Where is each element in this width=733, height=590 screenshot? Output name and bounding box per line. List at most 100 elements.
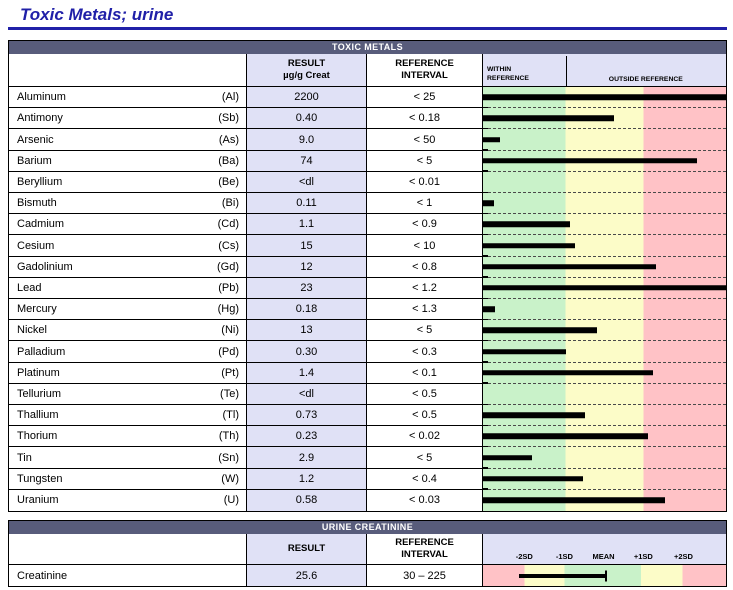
chart-cell <box>483 341 726 364</box>
reference-value: < 5 <box>367 447 483 469</box>
table-row: Cadmium (Cd) 1.1 < 0.9 <box>9 214 726 237</box>
table-row: Thallium (Tl) 0.73 < 0.5 <box>9 405 726 428</box>
metal-symbol: (W) <box>221 472 239 485</box>
metal-name-cell: Mercury (Hg) <box>9 299 247 321</box>
result-value: 1.1 <box>247 214 367 236</box>
result-value: <dl <box>247 171 367 194</box>
result-value: 1.2 <box>247 468 367 490</box>
chart-cell <box>483 489 726 512</box>
reference-value: < 1.2 <box>367 277 483 300</box>
metal-symbol: (Th) <box>218 430 239 443</box>
metal-name: Palladium <box>17 345 66 358</box>
table-row: Thorium (Th) 0.23 < 0.02 <box>9 426 726 449</box>
table-row: Barium (Ba) 74 < 5 <box>9 150 726 174</box>
result-bar-end-tick <box>604 570 608 581</box>
creat-header-cell-name <box>9 534 247 564</box>
result-bar <box>483 136 500 143</box>
metal-name: Arsenic <box>17 133 54 146</box>
metal-name-cell: Lead (Pb) <box>9 277 247 300</box>
result-bar <box>483 94 726 100</box>
reference-value: < 0.3 <box>367 341 483 363</box>
analyte-name-cell: Creatinine <box>9 565 247 586</box>
column-header-row: RESULT µg/g Creat REFERENCE INTERVAL WIT… <box>9 54 726 87</box>
table-row: Tellurium (Te) <dl < 0.5 <box>9 383 726 407</box>
reference-value: < 0.1 <box>367 362 483 384</box>
chart-cell <box>483 362 726 386</box>
chart-cell <box>483 405 726 428</box>
result-value: 0.73 <box>247 405 367 427</box>
chart-cell <box>483 320 726 343</box>
result-value: 13 <box>247 320 367 342</box>
result-bar <box>483 412 586 418</box>
table-row: Antimony (Sb) 0.40 < 0.18 <box>9 108 726 131</box>
metal-name-cell: Arsenic (As) <box>9 129 247 151</box>
chart-cell <box>483 214 726 237</box>
chart-header-divider <box>565 56 568 86</box>
chart-cell <box>483 193 726 216</box>
metal-symbol: (Cs) <box>218 239 239 252</box>
metal-symbol: (Ba) <box>218 154 239 167</box>
metal-name: Beryllium <box>17 175 63 188</box>
table-row: Lead (Pb) 23 < 1.2 <box>9 277 726 301</box>
outside-reference-label: OUTSIDE REFERENCE <box>608 76 683 83</box>
sd-label: MEAN <box>592 552 615 561</box>
result-bar <box>483 115 615 122</box>
section-header-urine-creatinine: URINE CREATININE <box>9 521 726 534</box>
chart-cell <box>483 299 726 322</box>
result-value: <dl <box>247 383 367 406</box>
creat-reference-header-label2: INTERVAL <box>401 549 448 560</box>
chart-cell <box>483 235 726 258</box>
metal-name-cell: Palladium (Pd) <box>9 341 247 363</box>
sd-label: +1SD <box>633 552 653 561</box>
header-cell-chart: WITHIN REFERENCE OUTSIDE REFERENCE <box>483 54 726 86</box>
result-bar <box>483 221 571 228</box>
urine-creatinine-table: URINE CREATININE RESULT REFERENCE INTERV… <box>8 520 727 587</box>
chart-cell <box>483 87 726 110</box>
title-underline <box>8 27 727 30</box>
creat-result-header-label: RESULT <box>287 543 326 555</box>
result-bar <box>483 157 697 164</box>
creat-reference-header-label: REFERENCE <box>395 537 454 549</box>
sd-label: -2SD <box>515 552 533 561</box>
reference-header-label2: INTERVAL <box>401 70 448 81</box>
chart-cell <box>483 383 726 407</box>
metal-name: Tin <box>17 451 32 464</box>
metal-name-cell: Nickel (Ni) <box>9 320 247 342</box>
reference-value: < 0.01 <box>367 171 483 194</box>
chart-cell <box>483 277 726 301</box>
metal-name-cell: Tellurium (Te) <box>9 383 247 406</box>
result-bar <box>483 306 496 312</box>
metal-name: Aluminum <box>17 91 66 104</box>
reference-header-label: REFERENCE <box>395 58 454 70</box>
header-cell-reference: REFERENCE INTERVAL <box>367 54 483 86</box>
metal-name-cell: Uranium (U) <box>9 489 247 512</box>
metal-symbol: (Hg) <box>217 303 239 316</box>
reference-value: < 0.03 <box>367 489 483 512</box>
metal-symbol: (Pd) <box>218 345 239 358</box>
metal-name: Tellurium <box>17 387 62 400</box>
result-bar <box>519 573 606 578</box>
reference-value: < 10 <box>367 235 483 257</box>
table-row: Creatinine 25.6 30 – 225 <box>9 565 726 586</box>
metal-symbol: (Sn) <box>218 451 239 464</box>
metal-name: Mercury <box>17 303 57 316</box>
reference-value: < 25 <box>367 87 483 109</box>
result-bar <box>483 476 583 482</box>
table-row: Platinum (Pt) 1.4 < 0.1 <box>9 362 726 386</box>
reference-value: < 0.5 <box>367 383 483 406</box>
sd-scale-header: -2SD -1SD MEAN +1SD +2SD <box>483 534 726 564</box>
creatinine-header-row: RESULT REFERENCE INTERVAL -2SD -1SD MEAN +1… <box>9 534 726 565</box>
result-bar <box>483 200 494 206</box>
reference-value: < 1.3 <box>367 299 483 321</box>
metal-name-cell: Bismuth (Bi) <box>9 193 247 215</box>
result-value: 2.9 <box>247 447 367 469</box>
result-value: 1.4 <box>247 362 367 384</box>
metal-name-cell: Cesium (Cs) <box>9 235 247 257</box>
metal-name-cell: Antimony (Sb) <box>9 108 247 130</box>
metal-name-cell: Beryllium (Be) <box>9 171 247 194</box>
chart-cell <box>483 129 726 152</box>
chart-cell <box>483 426 726 449</box>
metal-symbol: (Cd) <box>217 218 239 231</box>
reference-value: < 0.4 <box>367 468 483 490</box>
